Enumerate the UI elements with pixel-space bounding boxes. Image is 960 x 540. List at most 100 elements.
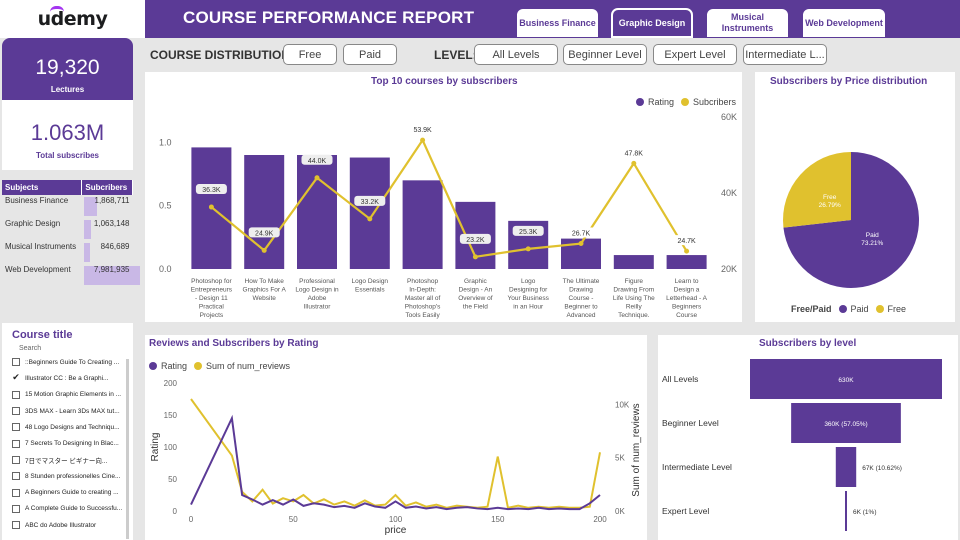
checkbox-icon[interactable] — [12, 407, 20, 416]
top10-bar — [666, 255, 707, 269]
course-list-item[interactable]: 8 Stunden professionelles Cine... — [2, 468, 133, 484]
checkbox-icon[interactable] — [12, 423, 20, 432]
course-list-item-label: 8 Stunden professionelles Cine... — [25, 472, 121, 480]
checkbox-icon[interactable] — [12, 390, 20, 399]
subject-data-bar — [83, 266, 140, 285]
top10-x-tick: Professional — [299, 278, 335, 285]
tab-business-finance[interactable]: Business Finance — [516, 8, 599, 38]
subject-row[interactable]: Musical Instruments 846,689 — [2, 241, 133, 264]
top10-x-tick: the Field — [463, 304, 488, 311]
subject-row[interactable]: Graphic Design 1,063,148 — [2, 218, 133, 241]
course-list-scrollbar[interactable] — [126, 359, 129, 539]
top10-x-tick: Photoshop — [407, 278, 438, 285]
course-list-item[interactable]: 15 Motion Graphic Elements in ... — [2, 387, 133, 403]
top10-data-label-bg — [301, 154, 333, 165]
byrating-y-tick: 100 — [164, 443, 178, 452]
filter-expert-button[interactable]: Expert Level — [653, 44, 737, 65]
top10-x-tick: Logo — [521, 278, 536, 285]
course-list-item[interactable]: ✔ Illustrator CC : Be a Graphi... — [2, 370, 133, 386]
top10-x-tick: Reilly — [626, 304, 643, 311]
filter-intermediate-button[interactable]: Intermediate L... — [743, 44, 827, 65]
lectures-kpi-card: 19,320 Lectures — [2, 38, 133, 100]
top10-x-tick: Website — [253, 295, 277, 302]
top10-y2-tick: 60K — [721, 112, 737, 122]
byrating-y-tick: 50 — [168, 475, 177, 484]
level-funnel-bar — [750, 359, 942, 399]
course-list-item[interactable]: A Beginners Guide to creating ... — [2, 484, 133, 500]
course-list-item[interactable]: ::Beginners Guide To Creating ... — [2, 354, 133, 370]
checkbox-icon[interactable] — [12, 455, 20, 464]
level-category-label: Expert Level — [662, 506, 709, 516]
bylevel-title: Subscribers by level — [759, 338, 857, 349]
tab-graphic-design[interactable]: Graphic Design — [611, 8, 693, 38]
top10-data-label-bg — [671, 235, 703, 246]
top10-bar — [297, 155, 337, 269]
course-search[interactable]: Search — [2, 341, 133, 352]
top10-data-label: 25.3K — [519, 229, 538, 236]
search-placeholder[interactable]: Search — [19, 345, 42, 352]
top10-x-tick: Technique. — [618, 312, 650, 319]
price-legend-title: Free/Paid — [791, 304, 832, 314]
checkbox-icon[interactable] — [12, 488, 20, 497]
checkbox-icon[interactable] — [12, 358, 20, 367]
filter-all-levels-button[interactable]: All Levels — [474, 44, 558, 65]
checkbox-icon[interactable] — [12, 472, 20, 481]
top10-x-tick: Life Using The — [613, 295, 655, 302]
byrating-legend: Rating Sum of num_reviews — [149, 361, 290, 371]
top10-x-tick: Essentials — [355, 287, 385, 294]
course-list-item[interactable]: 7 Secrets To Designing In Blac... — [2, 435, 133, 451]
course-list-item[interactable]: 7日でマスター ビギナー向... — [2, 452, 133, 468]
page-title: COURSE PERFORMANCE REPORT — [183, 8, 475, 27]
top10-bar — [349, 157, 390, 269]
top10-x-tick: Beginner to — [564, 304, 598, 311]
legend-subscribers-dot — [681, 98, 690, 106]
top10-x-tick: Graphic — [464, 278, 488, 285]
course-list-item-label: A Complete Guide to Successfu... — [25, 505, 123, 513]
course-title-slicer: Course title Search ::Beginners Guide To… — [2, 323, 133, 540]
udemy-logo: udemy — [0, 0, 145, 38]
logo-hat-icon — [50, 6, 64, 12]
checkbox-icon[interactable] — [12, 521, 20, 530]
tab-musical-instruments[interactable]: Musical Instruments — [706, 8, 789, 38]
price-legend: Free/Paid Paid Free — [791, 304, 906, 314]
checkbox-icon[interactable] — [12, 439, 20, 448]
legend-paid: Paid — [850, 304, 869, 314]
subject-subscribers: 1,063,148 — [82, 218, 133, 241]
pie-slice-paid — [783, 152, 919, 288]
subscribers-header[interactable]: Subcribers — [81, 180, 133, 195]
checkbox-icon[interactable] — [12, 504, 20, 513]
filter-free-button[interactable]: Free — [283, 44, 337, 65]
top10-subscribers-line — [210, 137, 688, 259]
subject-row[interactable]: Web Development 7,981,935 — [2, 264, 140, 287]
top10-subscribers-point — [631, 160, 637, 166]
legend-free-dot — [875, 305, 884, 313]
top10-bar — [613, 255, 654, 269]
top10-subscribers-point — [578, 241, 584, 247]
subscribers-label: Total subscribes — [36, 151, 99, 160]
course-list-item-label: 7 Secrets To Designing In Blac... — [25, 440, 119, 448]
top10-x-tick: Your Business — [508, 295, 550, 302]
top10-chart: 0.0 0.5 1.0 20K 40K 60K Photoshop for Entrepren… — [159, 112, 737, 319]
subjects-header[interactable]: Subjects — [2, 180, 83, 195]
top10-title: Top 10 courses by subscribers — [371, 76, 518, 87]
course-list-item[interactable]: 3DS MAX - Learn 3Ds MAX tut... — [2, 403, 133, 419]
tab-web-development[interactable]: Web Development — [802, 8, 886, 38]
course-list-item[interactable]: 48 Logo Designs and Techniqu... — [2, 419, 133, 435]
top10-subscribers-point — [367, 216, 373, 222]
level-funnel-bar — [791, 403, 901, 443]
top10-x-tick: Photoshop for — [191, 278, 232, 285]
top10-data-label-bg — [512, 225, 544, 236]
course-list-item[interactable]: A Complete Guide to Successfu... — [2, 501, 133, 517]
top10-x-tick: How To Make — [245, 278, 285, 285]
filter-beginner-button[interactable]: Beginner Level — [563, 44, 647, 65]
subject-row[interactable]: Business Finance 1,868,711 — [2, 195, 133, 218]
checkbox-checked-icon[interactable]: ✔ — [12, 372, 20, 383]
course-list-item[interactable]: ABC do Adobe Illustrator — [2, 517, 133, 533]
top10-data-label-bg — [195, 184, 227, 195]
level-category-label: Intermediate Level — [662, 462, 732, 472]
subjects-table: Subjects Subcribers Business Finance 1,86… — [2, 180, 140, 300]
filter-paid-button[interactable]: Paid — [343, 44, 397, 65]
byrating-x-tick: 150 — [491, 515, 505, 524]
top10-subscribers-point — [314, 175, 320, 181]
subject-data-bar — [83, 197, 98, 216]
